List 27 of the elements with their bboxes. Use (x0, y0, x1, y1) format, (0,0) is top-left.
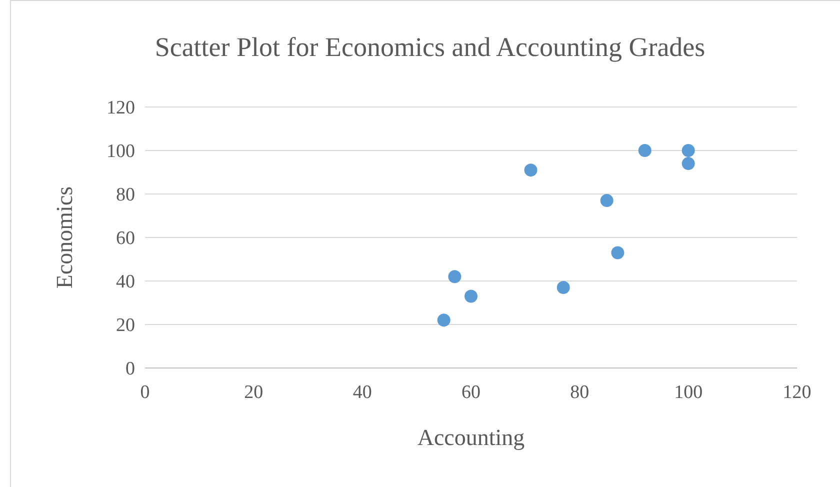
y-tick-label: 80 (116, 184, 135, 206)
point (437, 314, 450, 327)
x-tick-label: 100 (674, 382, 703, 403)
y-tick-label: 100 (106, 141, 135, 162)
chart-title: Scatter Plot for Economics and Accounting Grades (154, 32, 706, 62)
x-tick-label: 40 (352, 382, 372, 403)
point (448, 270, 462, 284)
x-tick-label: 60 (462, 382, 480, 403)
point (611, 246, 624, 260)
point (638, 144, 652, 157)
x-tick-label: 0 (140, 382, 150, 403)
point (464, 290, 478, 303)
x-tick-label: 20 (244, 382, 264, 403)
x-tick-label: 120 (782, 382, 812, 403)
y-axis-title: Economics (52, 186, 77, 289)
y-tick-label: 60 (116, 228, 135, 250)
y-tick-label: 40 (116, 272, 135, 293)
point (556, 281, 570, 294)
point (524, 164, 538, 177)
point (600, 194, 614, 208)
point (682, 157, 695, 170)
x-axis-title: Accounting (417, 425, 526, 450)
y-tick-label: 20 (116, 315, 135, 336)
point (682, 144, 695, 157)
x-tick-label: 80 (570, 382, 590, 403)
y-tick-label: 120 (106, 98, 135, 119)
y-tick-label: 0 (126, 358, 135, 380)
